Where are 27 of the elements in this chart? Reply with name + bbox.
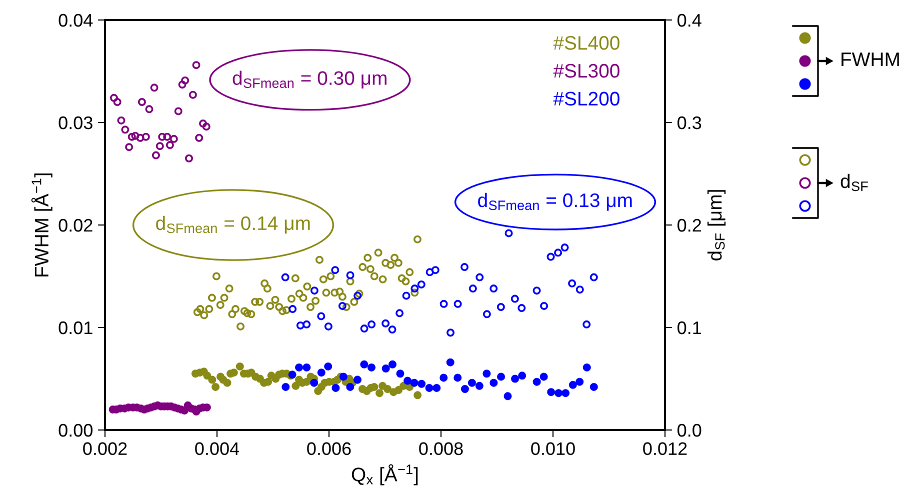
- text: FWHM: [842, 52, 899, 66]
- y-tick-label: 0.02: [58, 218, 92, 232]
- x-tick-label: 0.004: [195, 442, 240, 456]
- y2-axis-title: d$_{SF}$ [μm]: [707, 190, 726, 260]
- x-tick-label: 0.006: [307, 442, 351, 456]
- y2-tick-label: 0.2: [678, 218, 701, 232]
- text: #SL300: [553, 64, 620, 78]
- x-tick-label: 0.010: [531, 442, 575, 456]
- x-axis-title: Q$_{x}$ [Å$^{−1}$]: [352, 464, 418, 486]
- annotation: d$_{SFmean}$ = 0.30 μm: [232, 70, 386, 89]
- y-tick-label: 0.03: [58, 116, 92, 130]
- annotation: d$_{SFmean}$ = 0.14 μm: [156, 216, 310, 234]
- text: #SL400: [553, 36, 620, 50]
- y2-tick-label: 0.0: [678, 424, 702, 437]
- x-tick-label: 0.012: [643, 442, 687, 456]
- y-tick-label: 0.01: [58, 321, 92, 334]
- y-tick-label: 0.00: [58, 424, 92, 437]
- text: d$_{SF}$: [840, 174, 868, 192]
- y2-tick-label: 0.3: [678, 116, 702, 130]
- y-tick-label: 0.04: [58, 14, 93, 27]
- y-axis-title: FWHM [Å$^{−1}$]: [31, 174, 52, 276]
- x-tick-label: 0.008: [419, 442, 463, 456]
- text: #SL200: [553, 92, 620, 106]
- x-tick-label: 0.002: [83, 442, 127, 456]
- annotation: d$_{SFmean}$ = 0.13 μm: [478, 192, 632, 211]
- y2-tick-label: 0.4: [678, 14, 702, 27]
- y2-tick-label: 0.1: [678, 321, 702, 334]
